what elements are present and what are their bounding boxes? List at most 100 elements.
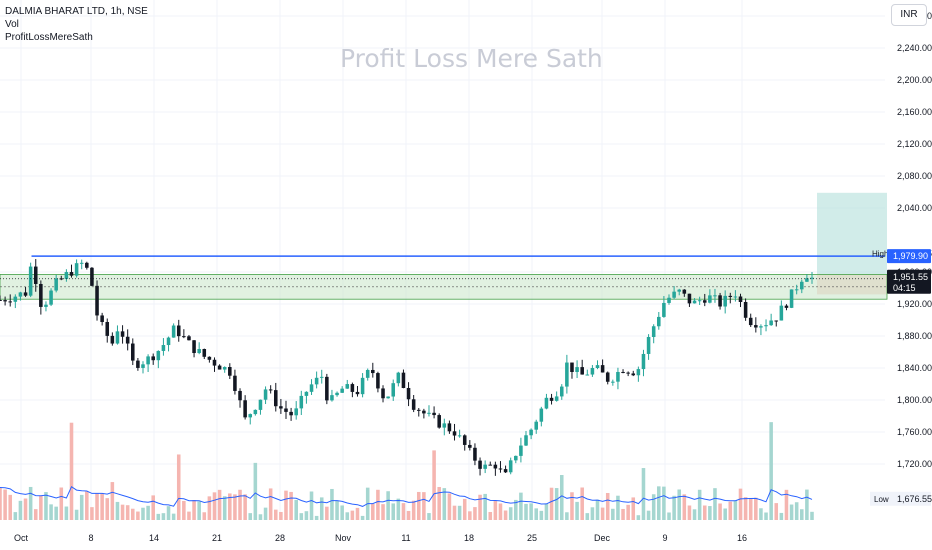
volume-bar bbox=[253, 462, 258, 520]
volume-bar bbox=[580, 487, 584, 520]
candle-body bbox=[125, 336, 130, 344]
volume-bar bbox=[764, 512, 768, 520]
candle-body bbox=[345, 384, 350, 389]
time-tick-label: Nov bbox=[335, 533, 352, 543]
candle-body bbox=[335, 392, 339, 396]
candle-body bbox=[697, 300, 702, 302]
volume-bar bbox=[187, 511, 191, 520]
candle-body bbox=[764, 325, 768, 327]
candle-body bbox=[90, 267, 94, 286]
candle-body bbox=[253, 409, 258, 415]
candle-body bbox=[636, 369, 641, 376]
volume-indicator-label[interactable]: Vol bbox=[5, 19, 19, 30]
volume-bar bbox=[672, 495, 676, 520]
volume-bar bbox=[182, 500, 186, 520]
volume-bar bbox=[151, 495, 155, 520]
candle-body bbox=[207, 356, 212, 360]
candle-body bbox=[340, 388, 344, 393]
candle-body bbox=[718, 295, 722, 307]
volume-bar bbox=[141, 507, 145, 520]
candle-body bbox=[355, 391, 360, 395]
low-value: 1,676.55 bbox=[897, 494, 932, 504]
candle-body bbox=[600, 365, 605, 373]
candle-body bbox=[605, 372, 610, 382]
candle-body bbox=[350, 384, 355, 392]
price-tick-label: 1,880.00 bbox=[897, 331, 932, 341]
candle-body bbox=[105, 321, 110, 336]
candle-body bbox=[493, 464, 498, 469]
volume-bar bbox=[519, 492, 523, 520]
volume-bar bbox=[800, 509, 804, 520]
volume-bar bbox=[263, 507, 268, 520]
candle-body bbox=[667, 297, 671, 303]
volume-bar bbox=[90, 507, 94, 520]
volume-bar bbox=[125, 505, 130, 520]
candle-body bbox=[672, 291, 676, 298]
candle-body bbox=[110, 335, 115, 344]
candle-body bbox=[360, 377, 365, 395]
volume-bar bbox=[427, 513, 431, 520]
candle-body bbox=[371, 369, 375, 374]
volume-bar bbox=[636, 515, 641, 520]
candle-body bbox=[708, 295, 712, 303]
candle-body bbox=[69, 272, 74, 276]
price-tick-label: 1,720.00 bbox=[897, 459, 932, 469]
candle-body bbox=[549, 397, 554, 401]
candle-body bbox=[212, 359, 217, 366]
time-tick-label: 28 bbox=[275, 533, 285, 543]
custom-indicator-label[interactable]: ProfitLossMereSath bbox=[5, 32, 93, 43]
volume-bar bbox=[233, 494, 237, 520]
candle-body bbox=[18, 292, 23, 297]
candle-body bbox=[33, 266, 38, 284]
low-flag-bg bbox=[870, 491, 931, 506]
candle-body bbox=[452, 431, 457, 436]
volume-bar bbox=[493, 500, 498, 520]
candle-body bbox=[631, 373, 636, 376]
candle-body bbox=[478, 460, 482, 469]
volume-bar bbox=[304, 511, 309, 520]
volume-bar bbox=[708, 506, 712, 520]
volume-bar bbox=[345, 512, 350, 520]
candle-body bbox=[396, 372, 401, 384]
volume-bar bbox=[279, 511, 283, 520]
candle-body bbox=[626, 372, 630, 374]
target-profit-zone bbox=[817, 192, 887, 275]
volume-bar bbox=[432, 450, 436, 520]
candle-body bbox=[120, 331, 125, 337]
high-label: High bbox=[872, 250, 888, 259]
volume-bar bbox=[565, 512, 569, 520]
volume-bar bbox=[559, 475, 564, 520]
candle-body bbox=[309, 384, 314, 392]
volume-bar bbox=[416, 491, 421, 520]
volume-bars bbox=[0, 422, 814, 520]
candle-body bbox=[406, 387, 411, 400]
candle-body bbox=[498, 468, 503, 470]
candle-body bbox=[299, 395, 304, 409]
volume-bar bbox=[391, 503, 396, 520]
volume-bar bbox=[176, 454, 181, 520]
time-tick-label: 8 bbox=[88, 533, 93, 543]
candle-body bbox=[268, 389, 273, 391]
price-tick-label: 2,040.00 bbox=[897, 203, 932, 213]
candle-body bbox=[427, 412, 431, 414]
candle-body bbox=[508, 460, 513, 473]
volume-bar bbox=[166, 506, 171, 520]
currency-button[interactable]: INR bbox=[891, 4, 927, 26]
candle-body bbox=[559, 386, 564, 397]
candle-body bbox=[243, 400, 247, 418]
price-tick-label: 2,240.00 bbox=[897, 43, 932, 53]
candle-body bbox=[800, 281, 804, 290]
candle-body bbox=[743, 301, 748, 318]
candle-body bbox=[23, 292, 28, 296]
symbol-title[interactable]: DALMIA BHARAT LTD, 1h, NSE bbox=[5, 6, 148, 17]
price-tick-label: 2,080.00 bbox=[897, 171, 932, 181]
volume-ma-line bbox=[0, 485, 813, 507]
candle-body bbox=[279, 406, 283, 409]
volume-bar bbox=[575, 501, 579, 520]
candle-body bbox=[483, 464, 487, 469]
volume-bar bbox=[258, 514, 263, 520]
volume-bar bbox=[483, 493, 487, 520]
volume-bar bbox=[79, 494, 84, 520]
candle-body bbox=[365, 369, 370, 378]
